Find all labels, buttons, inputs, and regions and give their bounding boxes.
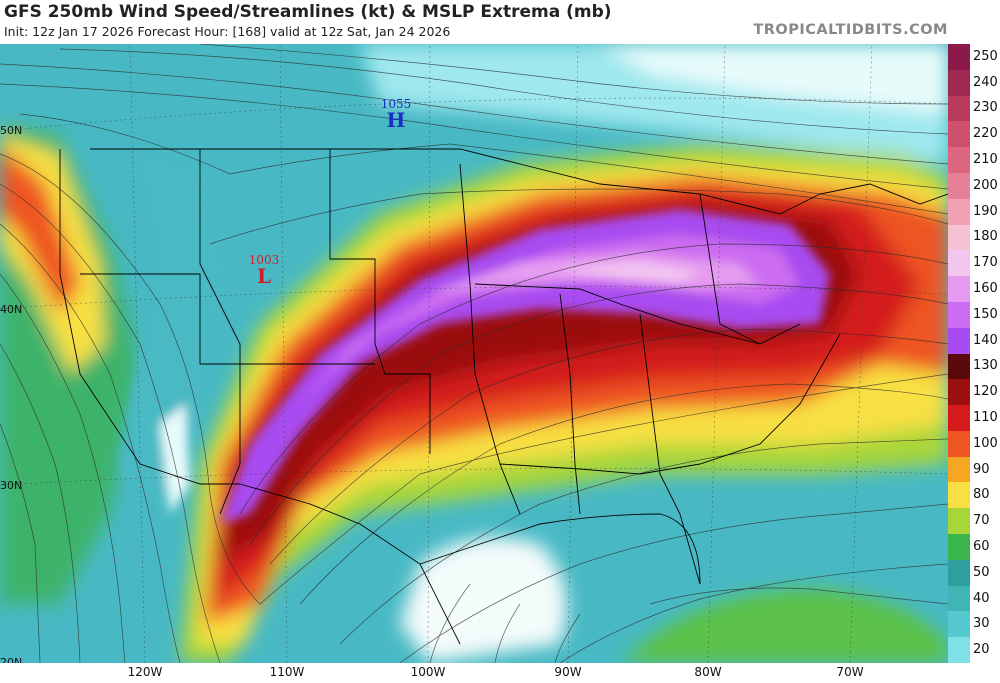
lon-label: 110W xyxy=(269,665,305,679)
map-title: GFS 250mb Wind Speed/Streamlines (kt) & … xyxy=(4,2,612,22)
colorbar-swatch xyxy=(948,482,970,509)
colorbar-swatch xyxy=(948,69,970,97)
colorbar-label: 20 xyxy=(973,642,990,658)
colorbar-label: 230 xyxy=(973,100,998,116)
colorbar-label: 80 xyxy=(973,487,990,503)
colorbar-swatch xyxy=(948,405,970,432)
colorbar-label: 50 xyxy=(973,564,990,580)
wind-map xyxy=(0,44,948,663)
colorbar-swatch xyxy=(948,637,970,664)
colorbar-label: 130 xyxy=(973,358,998,374)
colorbar-swatch xyxy=(948,327,970,354)
lon-label: 70W xyxy=(836,665,864,679)
colorbar-label: 210 xyxy=(973,152,998,168)
colorbar-swatch xyxy=(948,534,970,561)
colorbar-label: 180 xyxy=(973,229,998,245)
wind-map-svg xyxy=(0,44,948,663)
header-bar: GFS 250mb Wind Speed/Streamlines (kt) & … xyxy=(0,0,1000,44)
lat-label: 30N xyxy=(0,479,23,492)
colorbar-swatch xyxy=(948,585,970,612)
low-pressure-marker: 1003 L xyxy=(240,253,288,288)
longitude-axis xyxy=(0,663,948,683)
colorbar-label: 40 xyxy=(973,590,990,606)
lat-label: 40N xyxy=(0,303,23,316)
jet-core-shading xyxy=(120,144,830,524)
colorbar-swatch xyxy=(948,250,970,277)
brand-watermark: TROPICALTIDBITS.COM xyxy=(753,22,948,38)
colorbar-swatch xyxy=(948,95,970,122)
colorbar-label: 30 xyxy=(973,616,990,632)
colorbar-label: 170 xyxy=(973,255,998,271)
colorbar-swatch xyxy=(948,559,970,587)
colorbar-label: 160 xyxy=(973,281,998,297)
graticule xyxy=(0,44,948,663)
colorbar-swatch xyxy=(948,198,970,226)
colorbar: 250 240 230 220 210 200 190 180 170 160 150 140 130 1… xyxy=(948,44,1000,664)
colorbar-swatch xyxy=(948,276,970,303)
colorbar-swatch xyxy=(948,456,970,483)
colorbar-swatch xyxy=(948,379,970,406)
colorbar-swatch xyxy=(948,353,970,380)
high-pressure-value: 1055 xyxy=(380,97,412,111)
colorbar-label: 190 xyxy=(973,203,998,219)
lon-label: 100W xyxy=(410,665,446,679)
colorbar-swatch xyxy=(948,172,970,200)
colorbar-swatch xyxy=(948,147,970,174)
map-subtitle: Init: 12z Jan 17 2026 Forecast Hour: [16… xyxy=(4,24,451,39)
colorbar-swatch xyxy=(948,301,970,329)
colorbar-swatch xyxy=(948,44,970,71)
colorbar-label: 120 xyxy=(973,384,998,400)
low-pressure-value: 1003 xyxy=(248,253,280,267)
high-pressure-letter: H xyxy=(386,108,406,132)
lon-label: 120W xyxy=(127,665,163,679)
colorbar-label: 110 xyxy=(973,409,998,425)
colorbar-label: 90 xyxy=(973,461,990,477)
colorbar-label: 200 xyxy=(973,177,998,193)
colorbar-swatch xyxy=(948,121,970,148)
low-pressure-letter: L xyxy=(256,264,272,288)
lon-label: 80W xyxy=(694,665,722,679)
colorbar-label: 220 xyxy=(973,126,998,142)
streamlines xyxy=(0,44,948,663)
political-borders xyxy=(59,148,948,645)
colorbar-label: 100 xyxy=(973,435,998,451)
colorbar-label: 70 xyxy=(973,513,990,529)
lat-label: 50N xyxy=(0,124,23,137)
colorbar-label: 60 xyxy=(973,538,990,554)
colorbar-swatch xyxy=(948,430,970,458)
colorbar-label: 250 xyxy=(973,48,998,64)
colorbar-swatch xyxy=(948,508,970,535)
colorbar-label: 140 xyxy=(973,332,998,348)
high-pressure-marker: 1055 H xyxy=(372,97,420,132)
colorbar-label: 240 xyxy=(973,74,998,90)
lon-label: 90W xyxy=(554,665,582,679)
colorbar-swatch xyxy=(948,224,970,251)
colorbar-label: 150 xyxy=(973,306,998,322)
colorbar-swatch xyxy=(948,611,970,638)
